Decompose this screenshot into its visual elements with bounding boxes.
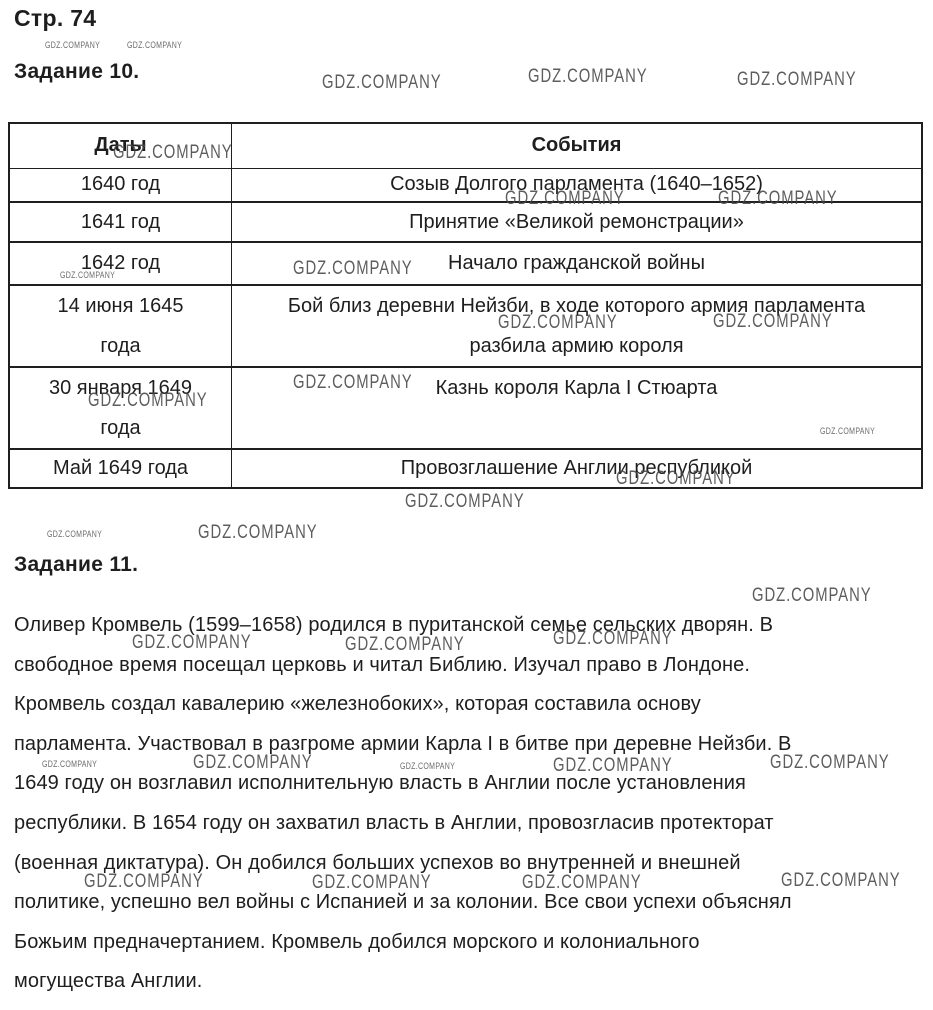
date-cell: 14 июня 1645 года bbox=[9, 284, 232, 367]
table-header-events: События bbox=[531, 134, 622, 157]
table-row: 1642 год Начало гражданской войны bbox=[9, 241, 922, 285]
event-cell: Начало гражданской войны bbox=[231, 241, 922, 285]
table-header-dates: Даты bbox=[9, 123, 232, 168]
watermark-text: GDZ.COMPANY bbox=[405, 491, 525, 512]
watermark-text: GDZ.COMPANY bbox=[752, 585, 872, 606]
watermark-text: GDZ.COMPANY bbox=[737, 69, 857, 90]
table-row: 1641 год Принятие «Великой ремонстрации» bbox=[9, 201, 922, 242]
watermark-text: GDZ.COMPANY bbox=[127, 40, 183, 50]
watermark-text: GDZ.COMPANY bbox=[528, 66, 648, 87]
date-cell: 30 января 1649 года bbox=[9, 366, 232, 449]
paragraph-line: свободное время посещал церковь и читал … bbox=[14, 653, 750, 676]
paragraph-line: политике, успешно вел войны с Испанией и… bbox=[14, 891, 792, 914]
paragraph-line: 1649 году он возглавил исполнительную вл… bbox=[14, 772, 746, 795]
page-title: Стр. 74 bbox=[14, 5, 97, 31]
paragraph-line: республики. В 1654 году он захватил влас… bbox=[14, 811, 774, 834]
date-cell: 1640 год bbox=[9, 167, 232, 202]
paragraph-line: (военная диктатура). Он добился больших … bbox=[14, 851, 741, 874]
table-row: 1640 год Созыв Долгого парламента (1640–… bbox=[9, 167, 922, 202]
table-header-row: Даты События bbox=[9, 123, 922, 168]
paragraph-line: парламента. Участвовал в разгроме армии … bbox=[14, 732, 792, 755]
date-cell: Май 1649 года bbox=[9, 448, 232, 488]
table-row: 14 июня 1645 года Бой близ деревни Нейзб… bbox=[9, 284, 922, 367]
watermark-text: GDZ.COMPANY bbox=[198, 522, 318, 543]
task11-paragraph: Оливер Кромвель (1599–1658) родился в пу… bbox=[14, 606, 916, 1002]
event-cell: Созыв Долгого парламента (1640–1652) bbox=[231, 167, 922, 202]
paragraph-line: Оливер Кромвель (1599–1658) родился в пу… bbox=[14, 614, 774, 636]
date-cell: 1641 год bbox=[9, 201, 232, 242]
paragraph-line: Кромвель создал кавалерию «железнобоких»… bbox=[14, 693, 701, 716]
watermark-text: GDZ.COMPANY bbox=[322, 72, 442, 93]
watermark-text: GDZ.COMPANY bbox=[45, 40, 101, 50]
paragraph-line: могущества Англии. bbox=[14, 970, 203, 993]
event-cell: Бой близ деревни Нейзби, в ходе которого… bbox=[231, 284, 922, 367]
task10-heading: Задание 10. bbox=[14, 60, 140, 83]
date-cell: 1642 год bbox=[9, 241, 232, 285]
event-cell: Казнь короля Карла I Стюарта bbox=[231, 366, 922, 449]
watermark-text: GDZ.COMPANY bbox=[47, 529, 103, 539]
task11-heading: Задание 11. bbox=[14, 553, 139, 576]
table-row: Май 1649 года Провозглашение Англии респ… bbox=[9, 448, 922, 488]
events-table: Даты События 1640 год Созыв Долгого парл… bbox=[8, 122, 923, 489]
event-cell: Принятие «Великой ремонстрации» bbox=[231, 201, 922, 242]
table-row: 30 января 1649 года Казнь короля Карла I… bbox=[9, 366, 922, 449]
event-cell: Провозглашение Англии республикой bbox=[231, 448, 922, 488]
paragraph-line: Божьим предначертанием. Кромвель добился… bbox=[14, 930, 700, 953]
